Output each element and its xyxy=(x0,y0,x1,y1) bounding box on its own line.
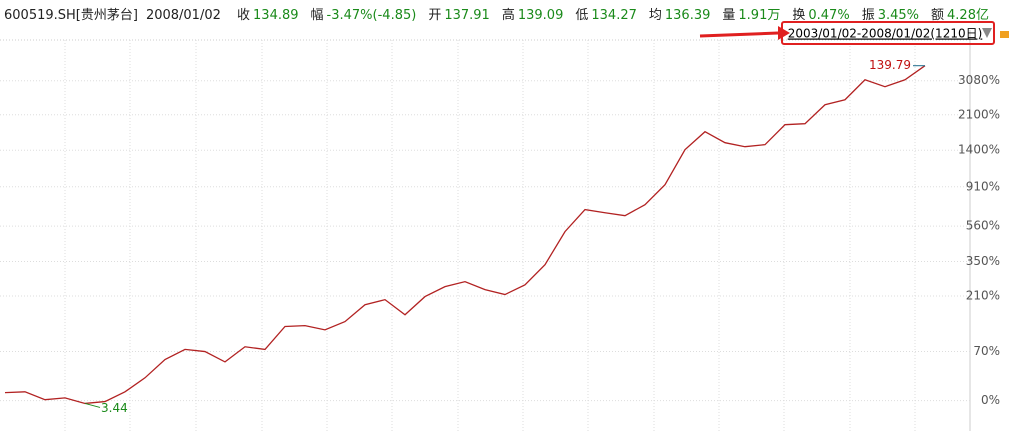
y-tick-label: 70% xyxy=(973,344,1000,358)
y-tick-label: 910% xyxy=(966,179,1000,193)
price-line xyxy=(4,65,926,405)
y-tick-label: 1400% xyxy=(958,143,1000,157)
stock-code: 600519.SH[贵州茅台] xyxy=(4,8,138,23)
header-value: 134.27 xyxy=(591,8,637,23)
header-label: 均 xyxy=(648,8,662,23)
y-tick-label: 350% xyxy=(966,254,1000,268)
header-label: 低 xyxy=(575,8,589,23)
header-label: 换 xyxy=(792,8,806,23)
header-label: 幅 xyxy=(310,8,324,23)
header-value: 0.47% xyxy=(808,8,850,23)
header-label: 额 xyxy=(931,8,945,23)
header-label: 振 xyxy=(861,8,875,23)
min-pointer xyxy=(84,402,101,408)
vgrid xyxy=(64,40,916,431)
header-value: -3.47%(-4.85) xyxy=(326,8,417,23)
header-label: 收 xyxy=(237,8,251,23)
max-label: 139.79 xyxy=(869,58,911,72)
dropdown[interactable] xyxy=(982,28,992,38)
date: 2008/01/02 xyxy=(145,8,221,23)
header-value: 4.28亿 xyxy=(947,8,989,23)
header-label: 量 xyxy=(722,8,736,23)
range-label[interactable]: 2003/01/02-2008/01/02(1210日) xyxy=(788,27,983,41)
range-box xyxy=(781,21,995,45)
y-tick-label: 3080% xyxy=(958,73,1000,87)
header-value: 139.09 xyxy=(517,8,564,23)
header-value: 1.91万 xyxy=(738,8,781,23)
header: 600519.SH[贵州茅台] 2008/01/02 收 134.89 幅 -3.47%… xyxy=(4,4,1001,23)
y-tick-label: 560% xyxy=(966,219,1000,233)
header-value: 136.39 xyxy=(664,8,711,23)
y-tick-label: 0% xyxy=(981,393,1000,407)
header-label: 高 xyxy=(501,8,515,23)
header-value: 3.45% xyxy=(877,8,920,23)
y-tick-label: 210% xyxy=(966,289,1000,303)
lock-icon[interactable] xyxy=(1000,31,1009,38)
header-value: 137.91 xyxy=(444,8,490,23)
header-value: 134.89 xyxy=(253,8,299,23)
y-tick-label: 2100% xyxy=(958,107,1000,121)
arrow xyxy=(699,31,779,38)
header-label: 开 xyxy=(428,8,442,23)
min-label: 3.44 xyxy=(101,401,128,415)
